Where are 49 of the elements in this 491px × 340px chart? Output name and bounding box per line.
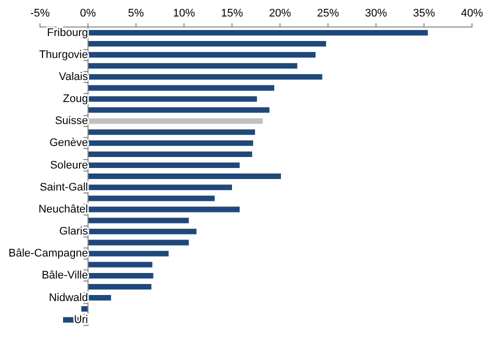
bar xyxy=(88,206,240,212)
bar xyxy=(88,74,322,80)
bar xyxy=(88,30,428,36)
x-tick-label: 0% xyxy=(80,8,96,20)
y-tick-label: Zoug xyxy=(62,93,88,106)
x-tick-label: 35% xyxy=(412,8,436,20)
bar xyxy=(88,52,316,58)
y-tick-label: Thurgovie xyxy=(39,48,88,61)
y-tick-label: Neuchâtel xyxy=(38,203,88,216)
y-tick-label: Genève xyxy=(49,137,88,150)
x-tick-label: 15% xyxy=(220,8,244,20)
bar xyxy=(88,218,189,224)
x-tick-label: 30% xyxy=(364,8,388,20)
x-tick-label: 10% xyxy=(172,8,196,20)
bar xyxy=(88,140,254,146)
bar xyxy=(88,262,152,268)
x-tick-label: -5% xyxy=(30,8,50,20)
bar xyxy=(88,184,232,190)
bar xyxy=(88,85,274,91)
bar xyxy=(88,162,240,168)
y-tick-label: Nidwald xyxy=(48,292,88,304)
bar xyxy=(88,272,154,278)
bar xyxy=(88,41,326,47)
x-tick-label: 40% xyxy=(460,8,484,20)
bar xyxy=(88,250,169,256)
bar xyxy=(88,295,112,301)
x-tick-label: 5% xyxy=(128,8,144,20)
y-tick-label: Glaris xyxy=(59,226,88,238)
bar xyxy=(88,129,256,135)
bar xyxy=(81,306,88,312)
bar xyxy=(88,151,252,157)
bar xyxy=(88,174,281,180)
x-tick-label: 25% xyxy=(316,8,340,20)
y-tick-label: Suisse xyxy=(54,115,88,128)
bar xyxy=(88,228,196,234)
x-tick-label: 20% xyxy=(268,8,292,20)
bar xyxy=(88,240,189,246)
bar xyxy=(88,63,298,69)
y-tick-label: Bâle-Campagne xyxy=(8,248,88,260)
bar xyxy=(88,96,257,102)
bar xyxy=(88,107,270,113)
bar xyxy=(88,284,152,290)
bar xyxy=(88,196,215,202)
y-tick-label: Soleure xyxy=(50,159,88,172)
y-tick-label: Fribourg xyxy=(47,26,88,39)
y-tick-label: Valais xyxy=(58,70,88,83)
y-tick-label: Saint-Gall xyxy=(40,181,88,194)
bar xyxy=(88,118,263,124)
y-tick-label: Bâle-Ville xyxy=(42,270,88,282)
